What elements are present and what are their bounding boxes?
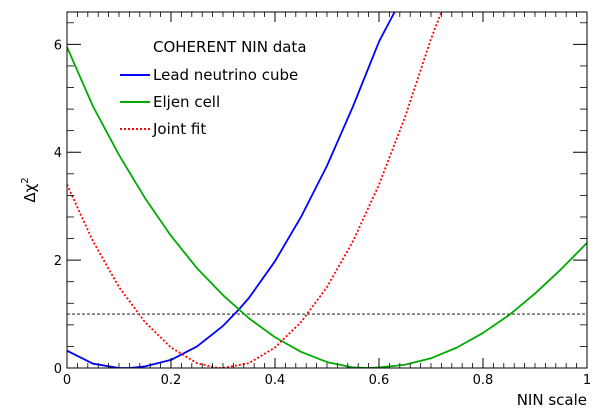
x-tick-label: 0.4 — [265, 373, 286, 388]
legend-entry-joint-fit: Joint fit — [152, 120, 206, 138]
y-tick-label: 4 — [54, 146, 62, 161]
x-tick-label: 1 — [583, 373, 591, 388]
y-tick-label: 2 — [54, 254, 62, 269]
x-axis-label: NIN scale — [517, 391, 587, 409]
y-tick-label: 6 — [54, 38, 62, 53]
x-tick-label: 0.6 — [369, 373, 390, 388]
x-tick-label: 0.8 — [473, 373, 494, 388]
series-line-eljen-cell — [67, 46, 587, 368]
series-line-joint-fit — [67, 12, 443, 368]
x-tick-label: 0.2 — [161, 373, 182, 388]
y-axis-label-superscript: 2 — [20, 177, 31, 183]
series-line-lead-neutrino-cube — [67, 12, 396, 368]
y-axis-label: Δχ2 — [20, 177, 39, 202]
y-axis-label-main: Δχ — [21, 183, 39, 202]
legend-entry-eljen-cell: Eljen cell — [153, 93, 220, 111]
legend-title: COHERENT NIN data — [153, 38, 307, 56]
y-tick-label: 0 — [54, 362, 62, 377]
x-tick-label: 0 — [63, 373, 71, 388]
legend: COHERENT NIN data Lead neutrino cube Elj… — [120, 38, 307, 138]
legend-entry-lead-neutrino-cube: Lead neutrino cube — [153, 66, 298, 84]
